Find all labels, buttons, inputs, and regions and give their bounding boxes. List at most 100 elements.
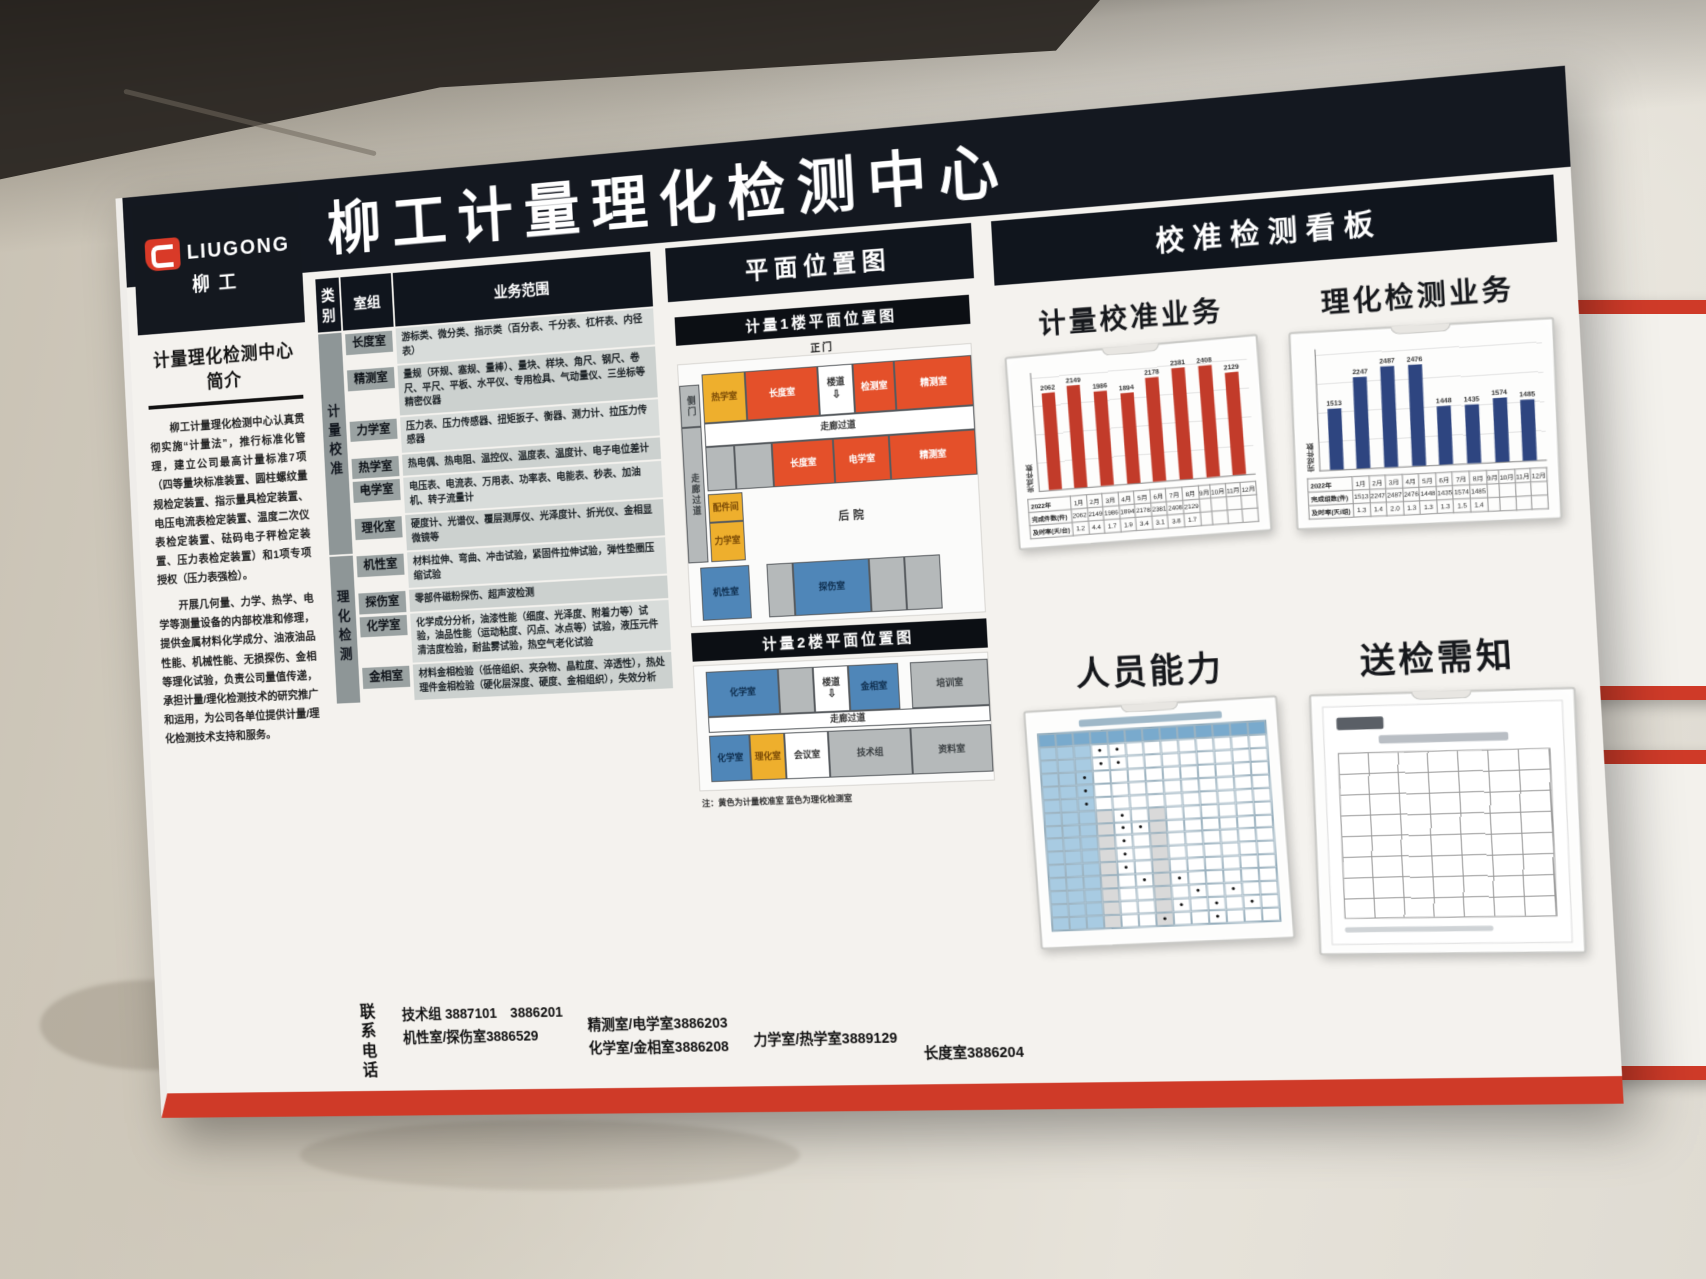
matrix-cell (1237, 827, 1257, 842)
matrix-cell (1125, 740, 1144, 756)
bar-group: 2129 (1221, 354, 1250, 476)
bar-group: 1574 (1487, 339, 1512, 463)
matrix-cell (1042, 798, 1062, 813)
header-room: 室组 (339, 272, 395, 332)
value-cell: 1.3 (1419, 499, 1438, 515)
month-cell: 1月 (1070, 494, 1088, 510)
matrix-cell (1068, 915, 1088, 930)
matrix-cell (1127, 767, 1146, 782)
month-cell: 8月 (1469, 470, 1487, 485)
matrix-cell (1086, 914, 1105, 929)
intro-paragraph-2: 开展几何量、力学、热学、电学等测量设备的内部校准和修理，提供金属材料化学成分、油… (159, 593, 320, 746)
doc-footer-placeholder (1344, 925, 1494, 932)
matrix-cell: ● (1114, 834, 1134, 849)
matrix-cell (1050, 903, 1069, 918)
room-label: 培训室 (936, 676, 964, 689)
room-cell: 电学室 (350, 476, 403, 505)
matrix-cell (1098, 848, 1117, 863)
bar-group: 1986 (1089, 366, 1117, 487)
room-label: 热学室 (711, 390, 738, 403)
matrix-cell: ● (1208, 909, 1228, 924)
matrix-cell (1073, 744, 1092, 759)
matrix-cell (1238, 840, 1258, 856)
matrix-cell (1205, 869, 1225, 884)
matrix-cell (1095, 808, 1114, 823)
doc-form-table (1337, 747, 1558, 919)
matrix-cell (1215, 762, 1234, 777)
matrix-cell (1240, 867, 1260, 882)
value-cell: 2476 (1402, 487, 1420, 502)
kanban-section: 校准检测看板 计量校准业务 完成件数 2062 2149 1986 1894 2178 2… (979, 167, 1622, 1083)
month-cell: 11月 (1514, 468, 1531, 483)
matrix-cell (1199, 789, 1219, 804)
matrix-cell (1132, 833, 1151, 848)
header-category: 类别 (314, 276, 343, 334)
room-label: 走廊过道 (820, 419, 856, 432)
room-后院: 后院 (771, 483, 936, 548)
matrix-cell (1043, 811, 1063, 826)
month-cell: 11月 (1225, 482, 1241, 497)
room-楼道: 楼道 ⇩ (817, 363, 856, 416)
month-cell: 3月 (1101, 492, 1119, 507)
matrix-cell (1213, 748, 1233, 764)
matrix-cell (1217, 788, 1236, 803)
room-label (887, 583, 889, 585)
matrix-cell (1144, 766, 1164, 781)
matrix-cell (1225, 895, 1244, 910)
matrix-cell (1047, 864, 1067, 879)
matrix-cell (1044, 824, 1064, 839)
room-化学室: 化学室 (708, 733, 752, 783)
bar (1464, 404, 1482, 464)
value-cell: 1.4 (1470, 497, 1488, 513)
room-机性室: 机性室 (700, 565, 752, 621)
bar (1120, 392, 1141, 484)
contact-line: 力学室/热学室3889129 (753, 1030, 898, 1049)
month-cell: 2月 (1368, 475, 1386, 490)
room-label: 走廊过道 (829, 712, 866, 724)
bar (1407, 364, 1426, 467)
floor1-plan: 侧门 走廊过道 热学室 长度室 楼道 ⇩ 检测室 精测室 走廊过道 长度室 电学室 精测室 配件间 力学室… (677, 342, 986, 628)
matrix-cell: ● (1188, 883, 1208, 898)
matrix-cell: ● (1155, 911, 1175, 926)
bar-value-label: 1435 (1463, 395, 1480, 404)
matrix-cell (1194, 723, 1213, 738)
matrix-cell (1051, 916, 1070, 931)
matrix-cell (1130, 806, 1149, 822)
value-cell: 3.8 (1167, 513, 1185, 529)
value-cell: 1986 (1102, 505, 1120, 520)
room-label: 配件间 (712, 501, 739, 513)
value-cell (1198, 498, 1212, 513)
room-cell: 精测室 (345, 364, 397, 394)
row-label-cell: 及时率(天/台) (1029, 522, 1074, 539)
room-label: 机性室 (712, 586, 740, 598)
matrix-cell (1239, 854, 1259, 869)
matrix-cell (1117, 873, 1137, 888)
row-label-cell: 及时率(天/组) (1308, 503, 1354, 520)
month-cell: 6月 (1149, 488, 1167, 503)
value-cell: 1.2 (1072, 521, 1090, 536)
value-cell (1211, 510, 1229, 525)
matrix-cell (1102, 900, 1121, 915)
bar-group: 2408 (1194, 356, 1222, 478)
value-cell: 2408 (1166, 500, 1184, 515)
intro-paragraph-1: 柳工计量理化检测中心认真贯彻实施“计量法”，推行标准化管理，建立公司最高计量标准… (150, 413, 312, 587)
matrix-cell (1236, 814, 1256, 829)
bar (1520, 399, 1538, 461)
panel-title-staff: 人员能力 (1074, 648, 1226, 693)
bar-group: 1435 (1459, 340, 1484, 464)
matrix-cell (1187, 870, 1207, 885)
matrix-cell (1129, 793, 1148, 808)
business-scope-table: 类别 室组 业务范围 计量校准 长度室 游标类、微分类、指示类（百分表、千分表、杠杆… (313, 250, 675, 706)
month-cell: 5月 (1418, 472, 1437, 488)
room-cell: 机性室 (354, 551, 407, 580)
room-label: 长度室 (768, 386, 796, 399)
matrix-cell: ● (1090, 743, 1109, 758)
room-label: 楼道 (826, 376, 845, 388)
value-cell: 1.7 (1103, 518, 1121, 534)
month-cell: 8月 (1181, 485, 1199, 501)
matrix-cell (1079, 822, 1098, 837)
matrix-cell (1094, 795, 1113, 810)
matrix-cell (1241, 880, 1261, 896)
matrix-cell (1201, 816, 1221, 831)
matrix-cell (1232, 761, 1252, 776)
